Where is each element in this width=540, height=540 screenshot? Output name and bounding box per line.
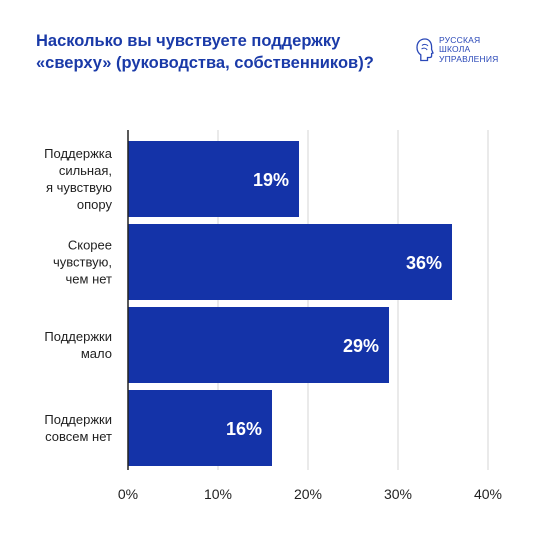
category-label: чем нет [66, 272, 113, 287]
bar-value-label: 19% [253, 170, 289, 190]
category-label: сильная, [59, 163, 112, 178]
bar-value-label: 36% [406, 253, 442, 273]
x-tick-label: 20% [294, 486, 322, 502]
chart-title: Насколько вы чувствуете поддержку «сверх… [36, 30, 396, 74]
bar-value-label: 16% [226, 419, 262, 439]
category-label: Поддержка [44, 146, 113, 161]
head-profile-logo-icon [416, 38, 434, 62]
category-label: совсем нет [45, 429, 112, 444]
chart-title-line-1: Насколько вы чувствуете поддержку [36, 32, 341, 50]
bar [128, 224, 452, 300]
brand-logo-line: ШКОЛА [439, 44, 471, 55]
chart-title-line-2: «сверху» (руководства, собственников)? [36, 54, 374, 72]
x-tick-label: 0% [118, 486, 138, 502]
category-label: мало [81, 346, 112, 361]
category-label: Скорее [68, 238, 112, 253]
bar [128, 307, 389, 383]
x-tick-label: 30% [384, 486, 412, 502]
category-label: я чувствую [46, 180, 112, 195]
brand-logo-text: РУССКАЯ ШКОЛА УПРАВЛЕНИЯ [439, 34, 499, 65]
category-label: опору [77, 197, 113, 212]
x-tick-label: 10% [204, 486, 232, 502]
brand-logo-line: РУССКАЯ [439, 34, 481, 45]
brand-logo-line: УПРАВЛЕНИЯ [439, 53, 499, 64]
category-label: Поддержки [44, 412, 112, 427]
category-label: чувствую, [53, 255, 112, 270]
category-label: Поддержки [44, 329, 112, 344]
bar [128, 390, 272, 466]
x-tick-label: 40% [474, 486, 502, 502]
brand-logo: РУССКАЯ ШКОЛА УПРАВЛЕНИЯ [416, 35, 526, 65]
bar-value-label: 29% [343, 336, 379, 356]
bar [128, 141, 299, 217]
